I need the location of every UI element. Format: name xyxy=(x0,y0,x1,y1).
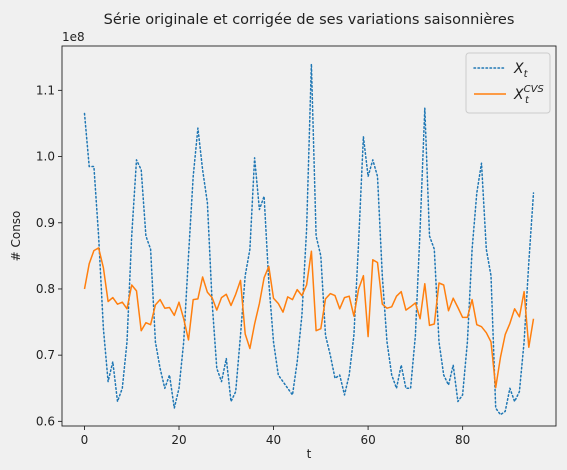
legend-label-original: Xt xyxy=(513,61,529,80)
series-line-cvs xyxy=(83,247,535,389)
legend-box xyxy=(465,52,551,114)
plot-frame xyxy=(61,45,557,427)
x-axis: 0 20 40 60 80 xyxy=(81,426,470,447)
y-tick-label: 0.8 xyxy=(36,282,55,296)
y-axis: 0.6 0.7 0.8 0.9 1.0 1.1 xyxy=(36,83,62,428)
y-tick-label: 0.9 xyxy=(36,216,55,230)
x-tick-label: 20 xyxy=(171,433,186,447)
x-tick-label: 0 xyxy=(81,433,89,447)
y-offset-text: 1e8 xyxy=(62,30,85,44)
y-tick-label: 0.7 xyxy=(36,348,55,362)
y-axis-label: # Conso xyxy=(9,211,23,262)
x-tick-label: 60 xyxy=(360,433,375,447)
y-tick-label: 1.0 xyxy=(36,150,55,164)
chart-title: Série originale et corrigée de ses varia… xyxy=(104,12,515,28)
x-tick-label: 80 xyxy=(455,433,470,447)
legend-label-cvs: XCVS t xyxy=(513,84,544,106)
series-line-original xyxy=(83,63,535,416)
x-axis-label: t xyxy=(307,447,312,461)
y-tick-label: 1.1 xyxy=(36,83,55,97)
x-tick-label: 40 xyxy=(266,433,281,447)
y-tick-label: 0.6 xyxy=(36,414,55,428)
series-layer xyxy=(83,63,535,416)
legend: Xt XCVS t xyxy=(465,52,551,114)
